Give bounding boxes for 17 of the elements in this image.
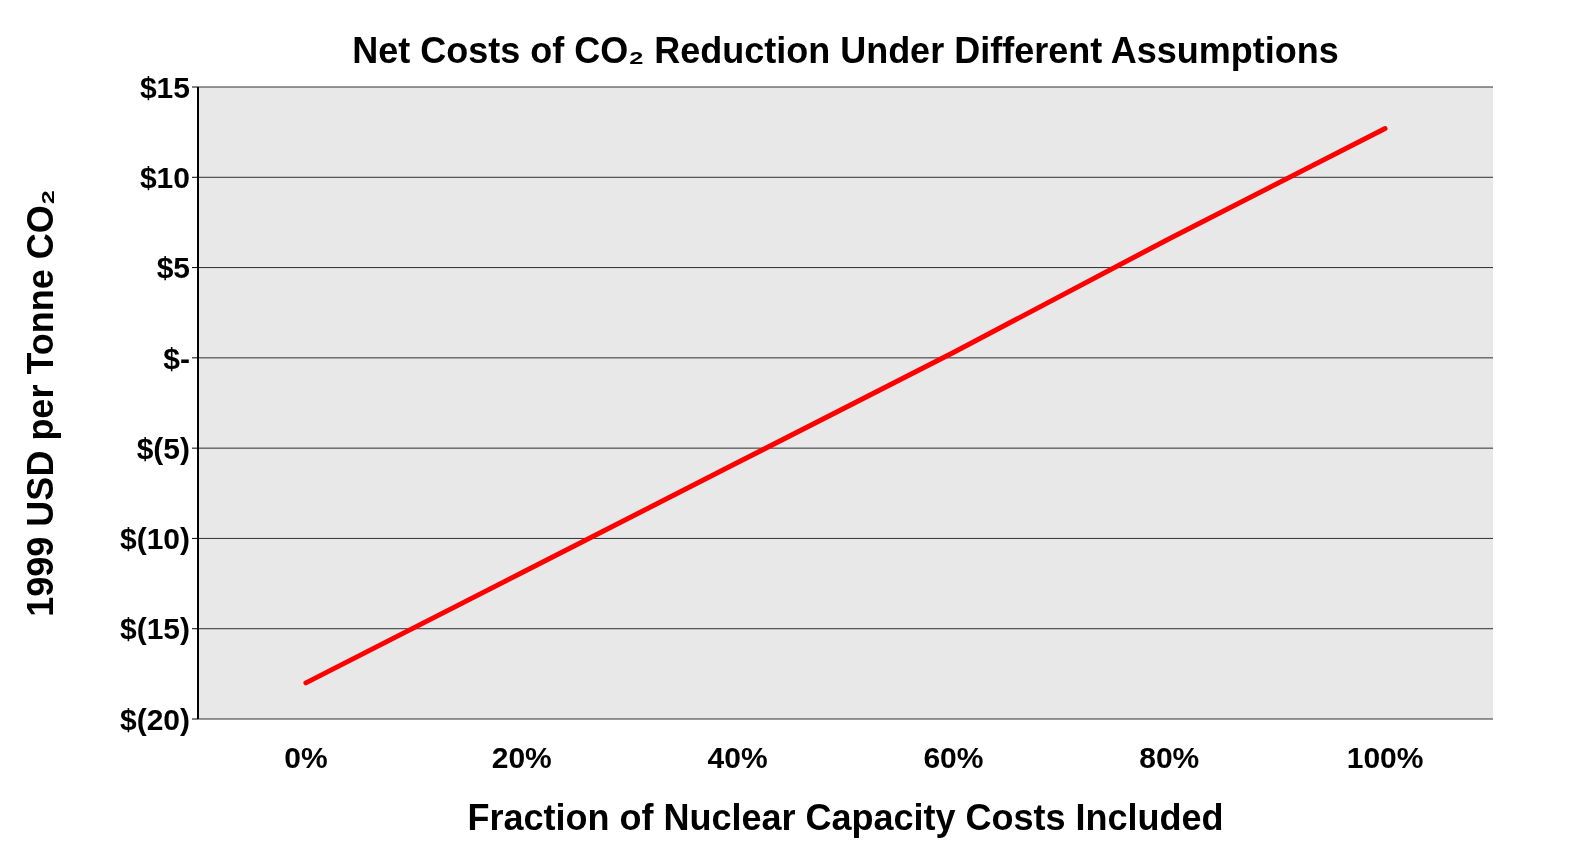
x-tick-label: 100%	[1346, 741, 1424, 775]
x-tick-label: 80%	[1139, 741, 1200, 775]
chart-title: Net Costs of CO₂ Reduction Under Different Assumptions	[351, 30, 1340, 72]
y-tick-label: $(5)	[136, 431, 190, 465]
y-axis-title: 1999 USD per Tonne CO₂	[19, 189, 61, 617]
y-tick-label: $10	[139, 160, 190, 194]
y-tick-label: $(15)	[119, 612, 190, 646]
x-tick-label: 20%	[491, 741, 552, 775]
y-tick-label: $-	[163, 341, 190, 375]
x-tick-label: 0%	[284, 741, 328, 775]
y-tick-label: $(20)	[119, 702, 190, 736]
y-tick-label: $(10)	[119, 522, 190, 556]
x-axis-title: Fraction of Nuclear Capacity Costs Included	[467, 797, 1224, 838]
y-tick-label: $5	[156, 251, 190, 285]
x-tick-label: 60%	[923, 741, 984, 775]
y-tick-label: $15	[139, 70, 190, 104]
x-tick-label: 40%	[707, 741, 768, 775]
